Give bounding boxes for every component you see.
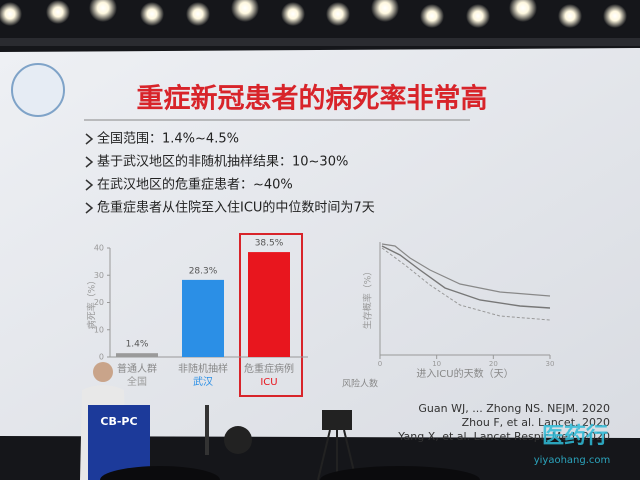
category-sublabel: ICU <box>260 377 277 388</box>
podium-label: CB-PC <box>100 415 137 428</box>
x-tick-label: 20 <box>489 360 498 368</box>
x-tick-label: 0 <box>378 360 382 368</box>
value-label: 28.3% <box>189 266 218 276</box>
bar <box>182 279 224 357</box>
bullet-arrow <box>85 179 94 191</box>
watermark-name: 医药行 <box>542 423 608 449</box>
audience <box>100 405 480 480</box>
y-tick-label: 40 <box>94 244 104 253</box>
y-axis-label: 病死率（%） <box>86 276 98 330</box>
bullet-text: 在武汉地区的危重症患者：~40% <box>97 177 293 193</box>
bar <box>248 252 290 357</box>
category-sublabel: 全国 <box>127 375 147 388</box>
x-tick-label: 30 <box>546 360 555 368</box>
category-label: 危重症病例 <box>244 362 294 375</box>
reference: Guan WJ, ... Zhong NS. NEJM. 2020 <box>418 402 610 415</box>
logo <box>11 63 65 117</box>
y-tick-label: 20 <box>94 298 104 307</box>
bullet-text: 基于武汉地区的非随机抽样结果：10~30% <box>97 154 348 170</box>
watermark-url: yiyaohang.com <box>534 455 611 466</box>
survival-chart: 0 10 20 30 生存概率（%） 进入ICU的天数（天） 风险人数 <box>342 242 554 390</box>
risk-label: 风险人数 <box>342 378 378 390</box>
reference: Zhou F, et al. Lancet. 2020 <box>462 416 610 429</box>
value-label: 38.5% <box>255 239 284 249</box>
bullet-arrow <box>85 202 94 214</box>
projection-screen <box>0 48 640 438</box>
slide-title: 重症新冠患者的病死率非常高 <box>137 83 488 115</box>
value-label: 1.4% <box>126 340 149 350</box>
y-tick-label: 0 <box>99 353 104 362</box>
bullet-text: 危重症患者从住院至入住ICU的中位数时间为7天 <box>97 200 375 216</box>
category-sublabel: 武汉 <box>193 375 213 388</box>
bullet-list: 全国范围：1.4%~4.5% 基于武汉地区的非随机抽样结果：10~30% 在武汉地区… <box>85 131 375 216</box>
bullet-arrow <box>85 156 94 168</box>
category-label: 非随机抽样 <box>178 362 228 375</box>
category-label: 普通人群 <box>117 362 157 375</box>
speaker-podium: CB-PC <box>80 362 150 480</box>
x-axis-label: 进入ICU的天数（天） <box>416 367 513 380</box>
bar <box>116 353 158 357</box>
highlight-box <box>239 233 303 397</box>
reference: Yang X, et al. Lancet Respir Med. 2020 <box>397 430 610 443</box>
y-axis-label: 生存概率（%） <box>362 267 374 330</box>
bullet-arrow <box>85 133 94 145</box>
bullet-text: 全国范围：1.4%~4.5% <box>97 131 239 147</box>
y-tick-label: 30 <box>94 271 104 280</box>
x-tick-label: 10 <box>432 360 441 368</box>
ceiling-lights <box>0 0 640 46</box>
y-tick-label: 10 <box>94 325 104 334</box>
